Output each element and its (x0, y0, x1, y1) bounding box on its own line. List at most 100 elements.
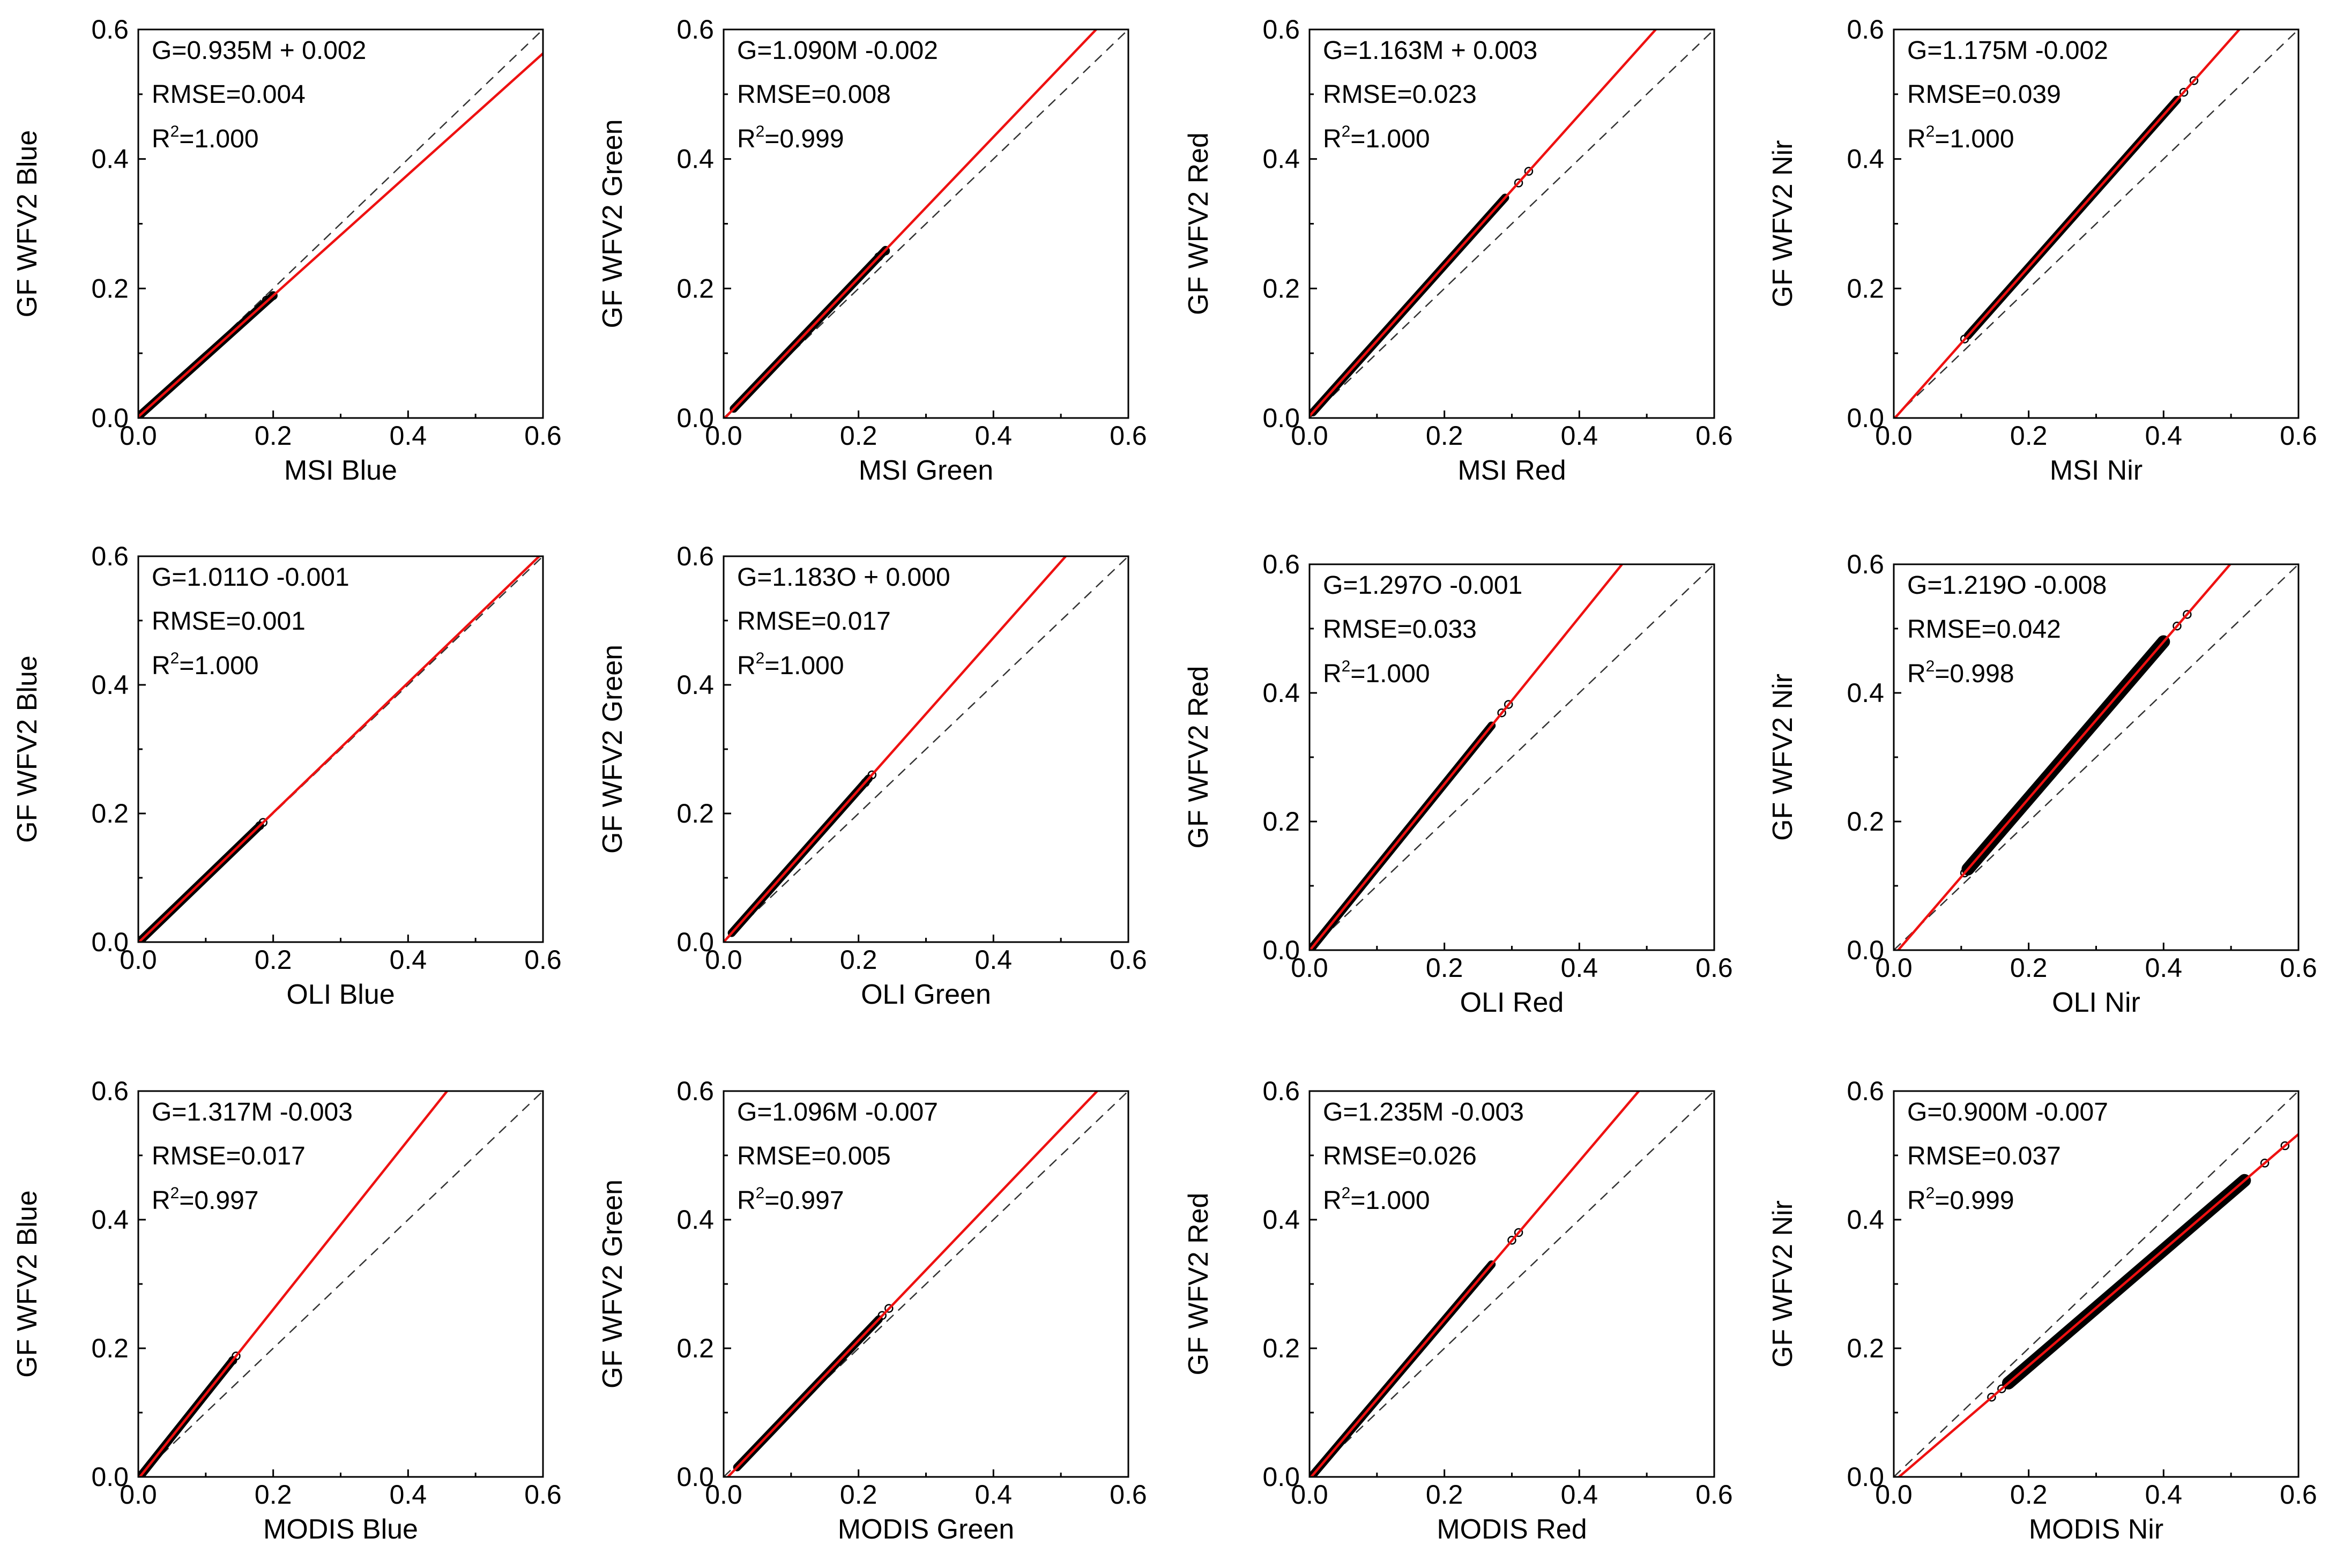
data-point (232, 1352, 241, 1361)
r-squared-label: R2=1.000 (1323, 123, 1430, 153)
regression-line (1310, 29, 1657, 417)
x-tick-label: 0.0 (705, 1480, 742, 1510)
y-tick-label: 0.0 (1262, 403, 1300, 433)
r-squared-label: R2=1.000 (737, 649, 844, 680)
scatter-panel-10: 0.00.0 0.2 0.2 0.4 0.4 0.6 0.6 MODIS Green GF WF… (597, 1076, 1147, 1545)
y-tick-label: 0.2 (1847, 1333, 1884, 1363)
y-tick-label: 0.4 (1262, 144, 1300, 174)
x-axis-label: MSI Green (859, 455, 993, 486)
x-tick-label: 0.4 (975, 1480, 1013, 1510)
x-tick-label: 0.4 (1561, 421, 1598, 451)
y-axis-label: GF WFV2 Red (1183, 666, 1214, 849)
data-point (1997, 1384, 2006, 1393)
data-point (1497, 708, 1506, 718)
rmse-label: RMSE=0.037 (1907, 1142, 2061, 1170)
y-tick-label: 0.0 (676, 403, 714, 433)
r-squared-symbol: R (1323, 125, 1342, 153)
r-squared-exponent: 2 (756, 123, 765, 140)
r-squared-value: =1.000 (1350, 1186, 1430, 1215)
y-axis-label: GF WFV2 Red (1183, 1193, 1214, 1376)
r-squared-exponent: 2 (756, 649, 765, 667)
regression-equation: G=1.011O -0.001 (152, 563, 349, 592)
y-tick-label: 0.4 (1847, 1205, 1884, 1235)
data-point (861, 778, 870, 787)
plot-area (724, 556, 1128, 942)
x-tick-label: 0.0 (120, 421, 157, 451)
regression-equation: G=1.317M -0.003 (152, 1098, 353, 1126)
y-tick-label: 0.0 (91, 403, 129, 433)
y-tick-label: 0.0 (91, 1462, 129, 1492)
r-squared-symbol: R (1323, 1186, 1342, 1215)
x-axis-label: OLI Red (1460, 987, 1564, 1018)
r-squared-exponent: 2 (1926, 658, 1935, 675)
regression-line (1896, 564, 2232, 950)
x-tick-label: 0.6 (2280, 953, 2317, 983)
one-to-one-line (1894, 1091, 2298, 1477)
plot-area (724, 29, 1128, 418)
r-squared-exponent: 2 (1926, 1184, 1935, 1202)
rmse-label: RMSE=0.017 (152, 1142, 306, 1170)
r-squared-symbol: R (737, 125, 756, 153)
y-tick-label: 0.0 (1262, 935, 1300, 965)
regression-line (1897, 1133, 2298, 1477)
r-squared-label: R2=0.999 (1907, 1184, 2014, 1215)
data-point (1514, 1228, 1523, 1237)
x-tick-label: 0.2 (840, 945, 877, 975)
x-tick-label: 0.0 (1875, 421, 1913, 451)
x-axis-label: OLI Nir (2052, 987, 2140, 1018)
r-squared-value: =1.000 (179, 125, 258, 153)
x-tick-label: 0.0 (1291, 1480, 1328, 1510)
regression-equation: G=1.219O -0.008 (1907, 571, 2107, 600)
scatter-panel-12: 0.00.0 0.2 0.2 0.4 0.4 0.6 0.6 MODIS Nir GF WFV2… (1767, 1076, 2317, 1545)
regression-line (138, 556, 541, 942)
data-point (2280, 1141, 2290, 1151)
x-tick-label: 0.4 (390, 1480, 427, 1510)
r-squared-exponent: 2 (756, 1184, 765, 1202)
y-tick-label: 0.6 (1262, 549, 1300, 579)
scatter-panel-5: 0.00.0 0.2 0.2 0.4 0.4 0.6 0.6 OLI Blue GF WFV2 … (12, 541, 562, 1010)
r-squared-label: R2=0.999 (737, 123, 844, 153)
rmse-label: RMSE=0.023 (1323, 80, 1477, 109)
y-tick-label: 0.4 (91, 144, 129, 174)
r-squared-value: =0.999 (1935, 1186, 2014, 1215)
y-tick-label: 0.6 (676, 1076, 714, 1106)
x-tick-label: 0.4 (1561, 953, 1598, 983)
y-tick-label: 0.6 (91, 14, 129, 44)
x-tick-label: 0.6 (2280, 421, 2317, 451)
r-squared-label: R2=1.000 (152, 123, 259, 153)
y-tick-label: 0.6 (1262, 14, 1300, 44)
y-tick-label: 0.2 (91, 798, 129, 828)
r-squared-value: =1.000 (179, 652, 258, 680)
x-axis-label: OLI Green (861, 979, 991, 1010)
x-tick-label: 0.0 (120, 1480, 157, 1510)
one-to-one-line (1894, 29, 2298, 418)
one-to-one-line (724, 29, 1128, 418)
r-squared-exponent: 2 (170, 1184, 180, 1202)
data-point (2260, 1159, 2270, 1168)
x-tick-label: 0.2 (840, 421, 877, 451)
plot-area (138, 29, 543, 418)
regression-line (1310, 1091, 1641, 1477)
x-tick-label: 0.6 (1695, 1480, 1733, 1510)
data-point (2179, 87, 2189, 97)
r-squared-symbol: R (152, 1186, 170, 1215)
y-axis-label: GF WFV2 Nir (1767, 674, 1798, 841)
y-axis-label: GF WFV2 Green (597, 1179, 628, 1388)
r-squared-value: =1.000 (1350, 660, 1430, 688)
y-tick-label: 0.4 (676, 670, 714, 700)
rmse-label: RMSE=0.042 (1907, 615, 2061, 644)
y-tick-label: 0.6 (1847, 14, 1884, 44)
one-to-one-line (138, 1091, 543, 1477)
plot-area (138, 1091, 543, 1477)
r-squared-symbol: R (152, 652, 170, 680)
y-tick-label: 0.0 (1262, 1462, 1300, 1492)
x-tick-label: 0.2 (840, 1480, 877, 1510)
x-tick-label: 0.0 (1291, 421, 1328, 451)
regression-line (726, 1091, 1099, 1477)
x-tick-label: 0.6 (1695, 953, 1733, 983)
scatter-panel-7: 0.00.0 0.2 0.2 0.4 0.4 0.6 0.6 OLI Red GF WFV2 R… (1183, 549, 1733, 1018)
plot-area (1310, 564, 1714, 950)
regression-line (1894, 29, 2241, 418)
r-squared-label: R2=1.000 (1323, 1184, 1430, 1215)
